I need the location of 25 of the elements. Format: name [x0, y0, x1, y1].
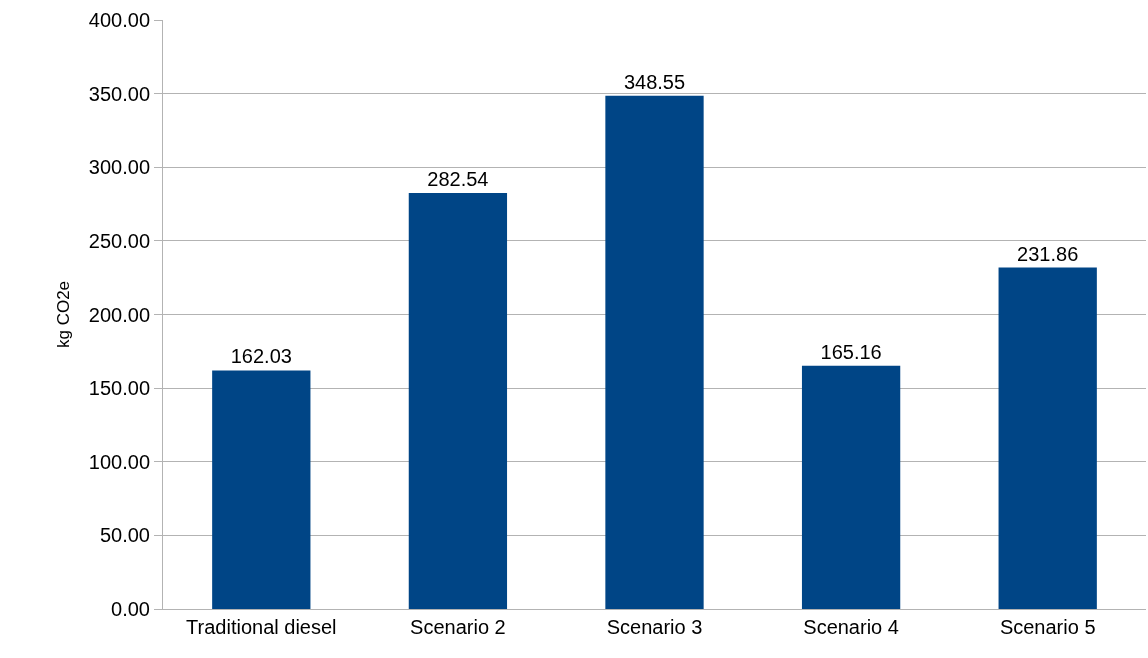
y-tick-label: 50.00 [99, 524, 150, 547]
y-tick-label: 300.00 [88, 156, 150, 179]
x-tick-label: Scenario 5 [999, 616, 1096, 638]
data-label: 231.86 [1017, 242, 1079, 265]
y-tick-label: 100.00 [88, 450, 150, 473]
data-label: 282.54 [427, 167, 489, 190]
bar [408, 192, 508, 609]
bar [801, 365, 901, 609]
data-label: 165.16 [820, 340, 882, 363]
y-tick-label: 350.00 [88, 82, 150, 105]
x-tick-label: Traditional diesel [186, 616, 337, 638]
y-axis-title: kg CO2e [54, 280, 74, 349]
x-tick-label: Scenario 4 [803, 616, 899, 638]
bar [212, 370, 311, 609]
data-label: 162.03 [230, 345, 292, 368]
data-label: 348.55 [623, 70, 686, 93]
y-tick-label: 150.00 [88, 377, 150, 400]
bar [998, 267, 1097, 609]
y-tick-label: 400.00 [88, 9, 150, 31]
y-tick-label: 200.00 [88, 303, 150, 326]
y-tick-label: 0.00 [111, 598, 150, 620]
x-tick-label: Scenario 2 [410, 616, 506, 638]
x-tick-label: Scenario 3 [606, 616, 703, 638]
bar [605, 95, 704, 609]
y-tick-label: 250.00 [88, 229, 150, 252]
